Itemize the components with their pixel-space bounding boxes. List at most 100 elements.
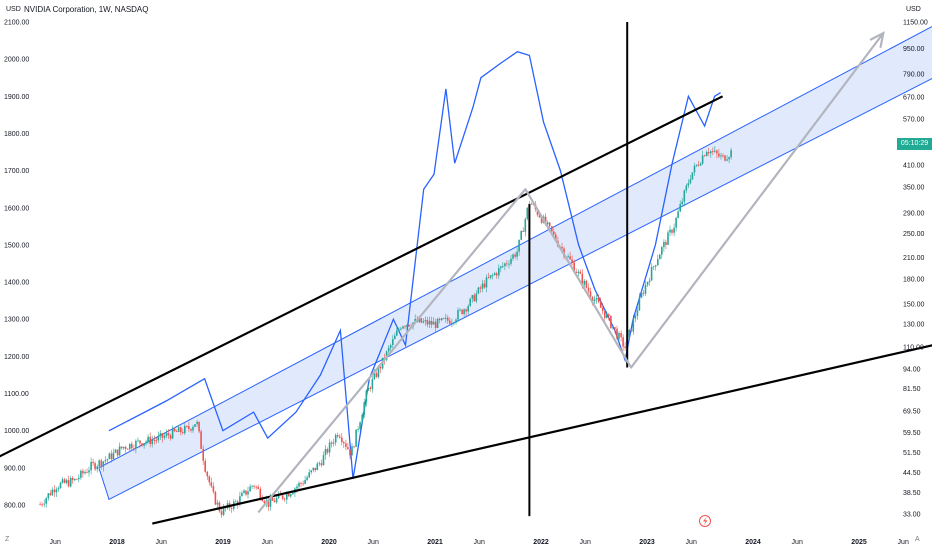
candle-body — [644, 284, 647, 294]
candle-body — [426, 320, 429, 325]
candle — [200, 429, 202, 450]
candle — [695, 164, 698, 168]
candle-body — [104, 460, 107, 462]
candle — [145, 439, 147, 446]
candle — [82, 468, 84, 478]
candle — [636, 306, 639, 320]
candle-body — [473, 295, 476, 302]
candle-body — [151, 440, 153, 445]
candle-body — [161, 433, 164, 438]
candle-body — [304, 480, 306, 484]
candle-body — [587, 287, 590, 292]
candle — [102, 461, 105, 472]
candle-body — [82, 470, 84, 474]
candle — [642, 289, 645, 297]
candle — [190, 428, 192, 433]
candle-body — [624, 346, 626, 348]
candle — [300, 481, 302, 488]
right-axis-tick: 81.50 — [903, 386, 921, 393]
candle — [45, 496, 47, 508]
candle — [343, 441, 345, 448]
candle — [177, 424, 180, 433]
candle-body — [41, 504, 43, 506]
candle-body — [290, 494, 292, 497]
left-axis-tick: 1000.00 — [4, 428, 29, 435]
candle-body — [498, 268, 500, 276]
candle — [687, 179, 690, 188]
candle — [369, 386, 372, 392]
candle — [616, 325, 618, 340]
candle — [508, 260, 510, 269]
candle-body — [379, 367, 382, 369]
candle-body — [98, 460, 100, 467]
ascending-channel — [98, 26, 932, 501]
candle — [422, 318, 425, 324]
candle — [357, 426, 359, 433]
candle-body — [186, 426, 188, 427]
candle-body — [163, 435, 166, 438]
candle-body — [139, 440, 141, 444]
candle — [151, 435, 153, 448]
candle-body — [120, 446, 123, 449]
candle-body — [165, 433, 168, 436]
candle-body — [281, 495, 284, 499]
candle — [98, 459, 100, 472]
candle — [283, 497, 286, 502]
candle — [394, 332, 396, 340]
candle — [661, 245, 663, 259]
candle — [707, 147, 710, 156]
candle — [479, 285, 482, 293]
candle — [116, 449, 119, 458]
upper-trendline — [0, 95, 724, 458]
candle — [165, 429, 168, 439]
candle — [39, 501, 41, 506]
candle-body — [675, 217, 677, 228]
candle — [459, 307, 461, 312]
zoom-reset-icon[interactable]: Z — [5, 536, 10, 543]
symbol-title[interactable]: NVIDIA Corporation, 1W, NASDAQ — [24, 5, 149, 14]
candle — [290, 493, 292, 498]
candle — [80, 469, 82, 480]
candle — [49, 490, 52, 496]
candle-body — [447, 317, 449, 321]
candle-body — [701, 155, 704, 164]
candle — [434, 318, 437, 333]
candle — [730, 147, 732, 160]
candle-body — [277, 494, 280, 499]
left-axis-tick: 1600.00 — [4, 205, 29, 212]
candle-body — [355, 429, 357, 447]
candle — [447, 315, 449, 324]
candle-body — [710, 151, 712, 154]
candle — [449, 317, 451, 325]
candle-body — [583, 280, 586, 285]
candle — [63, 477, 66, 484]
lower-trendline — [152, 344, 932, 525]
candle-body — [296, 486, 298, 489]
candle-body — [259, 488, 262, 499]
candle — [141, 443, 143, 447]
auto-scale-icon[interactable]: A — [915, 536, 920, 543]
candle-body — [705, 152, 708, 157]
left-axis-tick: 900.00 — [4, 465, 26, 472]
candle — [665, 239, 667, 250]
candle — [212, 482, 215, 494]
candle — [214, 490, 217, 506]
candle-body — [685, 185, 688, 191]
candle-body — [253, 485, 255, 487]
candle — [326, 447, 329, 455]
candle — [353, 445, 355, 449]
candle-body — [428, 320, 431, 325]
candle — [218, 500, 221, 513]
candle-body — [153, 440, 156, 441]
candle — [436, 317, 439, 329]
candle-body — [365, 390, 368, 403]
candle — [94, 461, 96, 471]
candle-body — [714, 150, 716, 152]
candle-body — [371, 379, 374, 389]
candle-body — [436, 318, 439, 328]
candle-body — [691, 172, 694, 180]
candle — [175, 429, 178, 433]
candle — [322, 451, 325, 466]
candle — [312, 467, 315, 473]
